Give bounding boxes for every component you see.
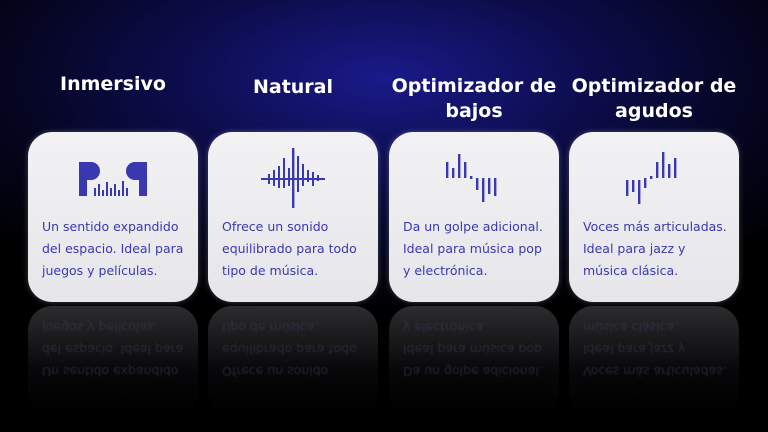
mode-card: Voces más articuladas. Ideal para jazz y… <box>569 132 739 302</box>
bass-soundwave-icon <box>446 154 497 202</box>
card-reflection: Ofrece un sonido equilibrado para todo t… <box>208 306 378 416</box>
reflection-text: Un sentido expandido del espacio. Ideal … <box>42 320 184 379</box>
mode-card: Ofrece un sonido equilibrado para todo t… <box>208 132 378 302</box>
mode-card: Un sentido expandido del espacio. Ideal … <box>28 132 198 302</box>
card-reflection: Un sentido expandido del espacio. Ideal … <box>28 306 198 416</box>
mode-description: Da un golpe adicional. Ideal para música… <box>403 219 543 278</box>
mode-title: Optimizador de agudos <box>571 75 737 122</box>
mode-title: Inmersivo <box>60 73 166 95</box>
card-reflection: Da un golpe adicional. Ideal para música… <box>389 306 559 416</box>
earbuds-soundwave-icon <box>79 162 147 196</box>
mode-card: Da un golpe adicional. Ideal para música… <box>389 132 559 302</box>
mode-description: Ofrece un sonido equilibrado para todo t… <box>222 219 357 278</box>
card-reflection: Voces más articuladas. Ideal para jazz y… <box>569 306 739 416</box>
treble-soundwave-icon <box>626 152 677 204</box>
reflection-text: Ofrece un sonido equilibrado para todo t… <box>222 320 357 379</box>
balanced-soundwave-icon <box>261 148 325 208</box>
reflection-text: Da un golpe adicional. Ideal para música… <box>403 320 543 379</box>
mode-description: Voces más articuladas. Ideal para jazz y… <box>583 219 727 278</box>
reflection-text: Voces más articuladas. Ideal para jazz y… <box>583 320 727 379</box>
mode-title: Natural <box>252 76 334 98</box>
mode-description: Un sentido expandido del espacio. Ideal … <box>42 219 184 278</box>
mode-title: Optimizador de bajos <box>391 75 557 122</box>
